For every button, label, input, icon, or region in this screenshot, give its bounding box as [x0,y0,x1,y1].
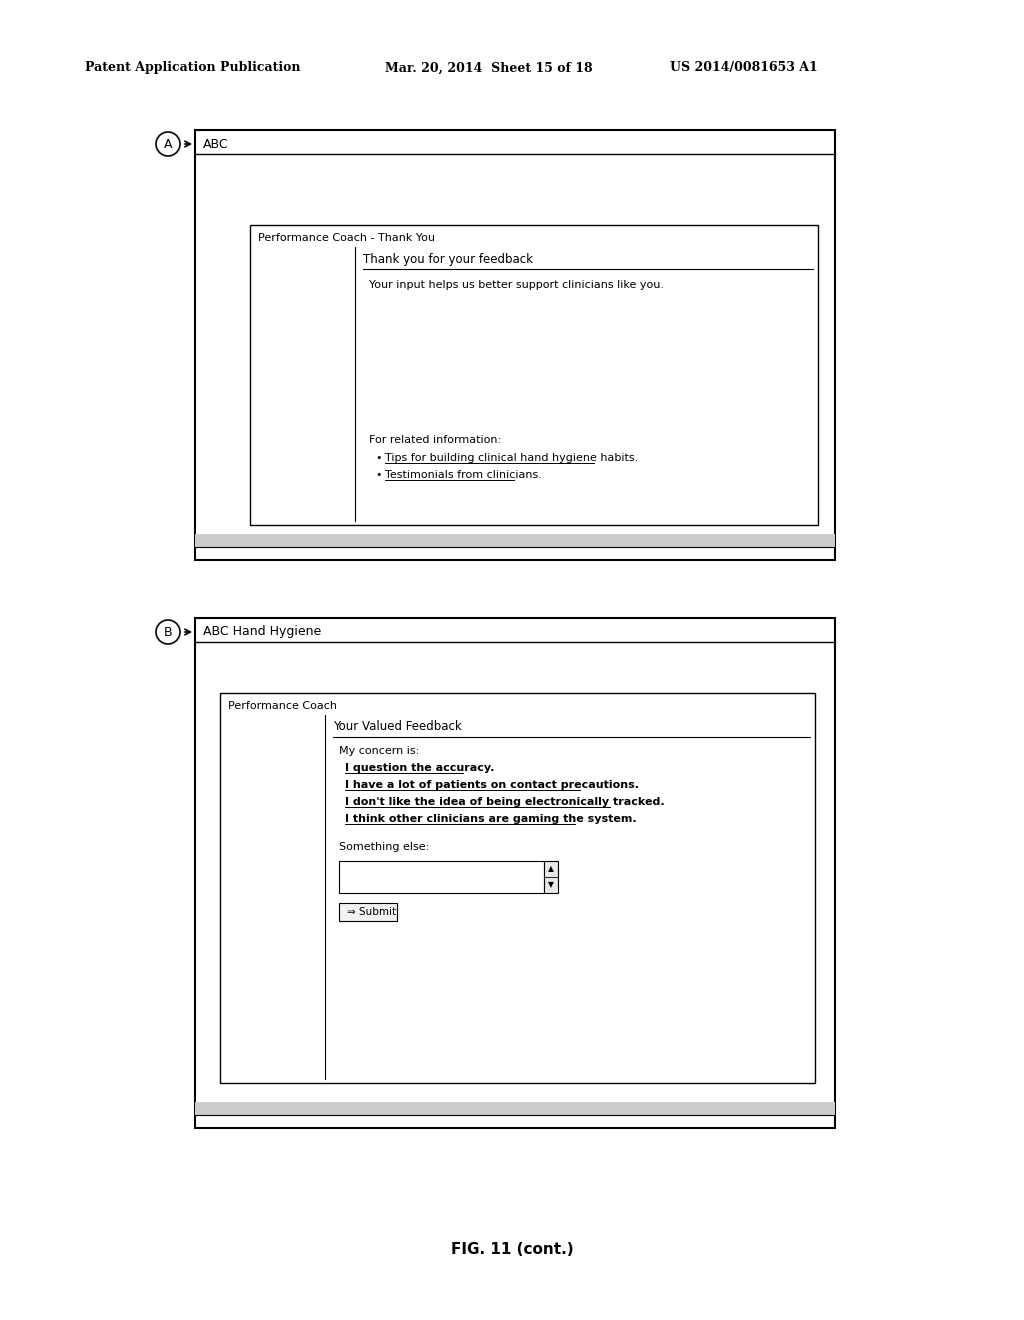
Text: FIG. 11 (cont.): FIG. 11 (cont.) [451,1242,573,1258]
Text: Performance Coach - Thank You: Performance Coach - Thank You [258,234,435,243]
Text: A: A [164,137,172,150]
Text: I don't like the idea of being electronically tracked.: I don't like the idea of being electroni… [345,797,665,807]
Bar [195,129,835,560]
Bar [195,1102,835,1115]
Bar [544,861,558,894]
Bar [220,693,815,1082]
Text: ⇒ Submit: ⇒ Submit [347,907,396,917]
Text: •: • [375,453,382,463]
Text: I think other clinicians are gaming the system.: I think other clinicians are gaming the … [345,814,637,824]
Text: B: B [164,626,172,639]
Text: Testimonials from clinicians.: Testimonials from clinicians. [385,470,542,480]
Text: Thank you for your feedback: Thank you for your feedback [362,252,534,265]
Text: Tips for building clinical hand hygiene habits.: Tips for building clinical hand hygiene … [385,453,638,463]
Text: Something else:: Something else: [339,842,429,851]
Bar [195,618,835,1129]
Text: My concern is:: My concern is: [339,746,419,756]
Text: I have a lot of patients on contact precautions.: I have a lot of patients on contact prec… [345,780,639,789]
Text: US 2014/0081653 A1: US 2014/0081653 A1 [670,62,818,74]
Bar [339,903,397,921]
Text: Mar. 20, 2014  Sheet 15 of 18: Mar. 20, 2014 Sheet 15 of 18 [385,62,593,74]
Text: ▼: ▼ [548,880,554,890]
Text: Your Valued Feedback: Your Valued Feedback [333,721,462,734]
Text: Performance Coach: Performance Coach [228,701,337,711]
Text: ABC: ABC [203,137,228,150]
Text: Your input helps us better support clinicians like you.: Your input helps us better support clini… [369,280,664,290]
Text: I question the accuracy.: I question the accuracy. [345,763,495,774]
Text: Patent Application Publication: Patent Application Publication [85,62,300,74]
Text: ABC Hand Hygiene: ABC Hand Hygiene [203,626,322,639]
Text: ▲: ▲ [548,865,554,874]
Bar [250,224,818,525]
Bar [339,861,544,894]
Text: •: • [375,470,382,480]
Bar [195,535,835,546]
Text: For related information:: For related information: [369,436,501,445]
